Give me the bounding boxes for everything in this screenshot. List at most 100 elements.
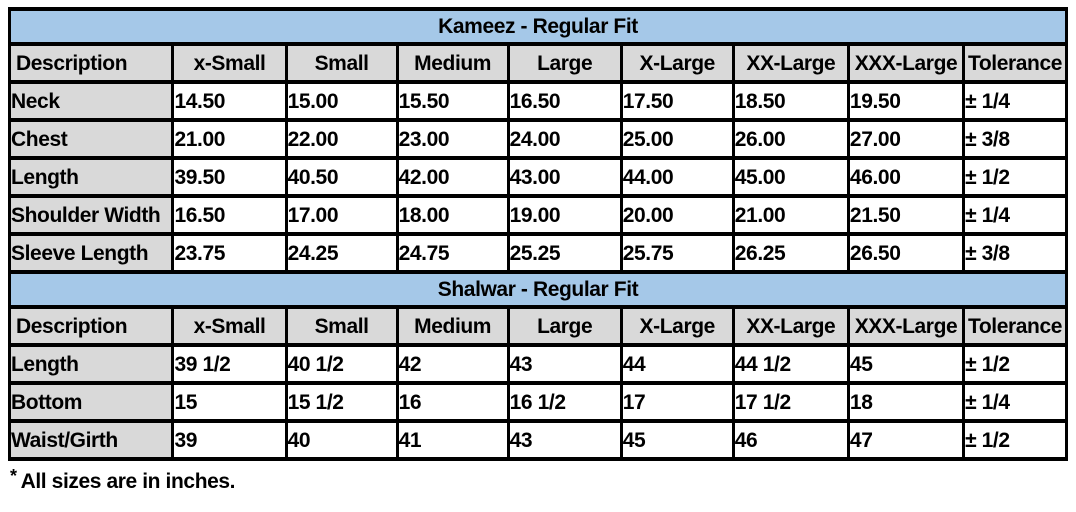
size-value-cell: 15.00 bbox=[284, 80, 399, 122]
table-row: Neck 14.50 15.00 15.50 16.50 17.50 18.50 19.50 ±… bbox=[7, 80, 1068, 122]
size-value-cell: 39 bbox=[171, 419, 288, 461]
size-value-cell: 27.00 bbox=[846, 118, 966, 160]
size-value-cell: 21.00 bbox=[731, 194, 850, 236]
footnote-text: All sizes are in inches. bbox=[20, 470, 236, 493]
size-value-cell: 26.25 bbox=[731, 232, 850, 274]
footnote: * All sizes are in inches. bbox=[10, 466, 1068, 494]
size-value-cell: 42 bbox=[395, 343, 510, 385]
section-title-row: Kameez - Regular Fit bbox=[8, 7, 1068, 46]
row-label-shoulder-width: Shoulder Width bbox=[7, 194, 175, 236]
table-row: Length 39 1/2 40 1/2 42 43 44 44 1/2 45 ± 1/2 bbox=[7, 343, 1068, 385]
size-value-cell: 39.50 bbox=[171, 156, 288, 198]
column-header-x-large: X-Large bbox=[619, 305, 735, 347]
tolerance-cell: ± 1/4 bbox=[962, 80, 1068, 122]
size-value-cell: 46 bbox=[731, 419, 850, 461]
column-header-large: Large bbox=[506, 305, 623, 347]
size-value-cell: 25.75 bbox=[619, 232, 735, 274]
size-value-cell: 24.00 bbox=[506, 118, 623, 160]
column-header-xxx-large: XXX-Large bbox=[846, 305, 966, 347]
size-value-cell: 15 1/2 bbox=[284, 381, 399, 423]
size-value-cell: 46.00 bbox=[846, 156, 966, 198]
size-value-cell: 22.00 bbox=[284, 118, 399, 160]
tolerance-cell: ± 3/8 bbox=[962, 118, 1068, 160]
column-header-medium: Medium bbox=[395, 305, 510, 347]
column-header-medium: Medium bbox=[395, 42, 510, 84]
size-value-cell: 23.75 bbox=[171, 232, 288, 274]
size-value-cell: 19.50 bbox=[846, 80, 966, 122]
size-value-cell: 23.00 bbox=[395, 118, 510, 160]
size-value-cell: 17 1/2 bbox=[731, 381, 850, 423]
row-label-length: Length bbox=[7, 156, 175, 198]
column-header-x-small: x-Small bbox=[171, 42, 288, 84]
size-value-cell: 21.50 bbox=[846, 194, 966, 236]
size-value-cell: 24.75 bbox=[395, 232, 510, 274]
row-label-bottom: Bottom bbox=[7, 381, 175, 423]
size-value-cell: 44 1/2 bbox=[731, 343, 850, 385]
size-value-cell: 40 bbox=[284, 419, 399, 461]
size-value-cell: 16.50 bbox=[506, 80, 623, 122]
row-label-length: Length bbox=[7, 343, 175, 385]
size-value-cell: 15.50 bbox=[395, 80, 510, 122]
row-label-chest: Chest bbox=[7, 118, 175, 160]
size-value-cell: 17.00 bbox=[284, 194, 399, 236]
row-label-sleeve-length: Sleeve Length bbox=[7, 232, 175, 274]
size-value-cell: 44.00 bbox=[619, 156, 735, 198]
tolerance-cell: ± 1/4 bbox=[962, 381, 1068, 423]
table-row: Length 39.50 40.50 42.00 43.00 44.00 45.00 46.0… bbox=[7, 156, 1068, 198]
footnote-asterisk: * bbox=[10, 466, 17, 486]
size-value-cell: 40.50 bbox=[284, 156, 399, 198]
size-value-cell: 39 1/2 bbox=[171, 343, 288, 385]
column-header-tolerance: Tolerance bbox=[962, 42, 1068, 84]
section-title-shalwar: Shalwar - Regular Fit bbox=[8, 270, 1068, 309]
size-value-cell: 17 bbox=[619, 381, 735, 423]
size-value-cell: 47 bbox=[846, 419, 966, 461]
table-row: Chest 21.00 22.00 23.00 24.00 25.00 26.00 27.00… bbox=[7, 118, 1068, 160]
size-value-cell: 26.00 bbox=[731, 118, 850, 160]
size-chart-body: Kameez - Regular Fit Description x-Small Sm… bbox=[7, 7, 1068, 461]
size-value-cell: 45 bbox=[619, 419, 735, 461]
column-header-x-large: X-Large bbox=[619, 42, 735, 84]
size-value-cell: 40 1/2 bbox=[284, 343, 399, 385]
column-header-xx-large: XX-Large bbox=[731, 305, 850, 347]
table-row: Bottom 15 15 1/2 16 16 1/2 17 17 1/2 18 ± 1/4 bbox=[7, 381, 1068, 423]
row-label-waist-girth: Waist/Girth bbox=[7, 419, 175, 461]
column-header-small: Small bbox=[284, 305, 399, 347]
column-header-description: Description bbox=[7, 42, 175, 84]
column-header-x-small: x-Small bbox=[171, 305, 288, 347]
tolerance-cell: ± 1/2 bbox=[962, 343, 1068, 385]
size-chart-table: Kameez - Regular Fit Description x-Small Sm… bbox=[7, 7, 1068, 461]
column-header-xx-large: XX-Large bbox=[731, 42, 850, 84]
size-value-cell: 25.00 bbox=[619, 118, 735, 160]
size-value-cell: 43 bbox=[506, 343, 623, 385]
size-value-cell: 42.00 bbox=[395, 156, 510, 198]
size-value-cell: 21.00 bbox=[171, 118, 288, 160]
size-value-cell: 44 bbox=[619, 343, 735, 385]
section-title-kameez: Kameez - Regular Fit bbox=[8, 7, 1068, 46]
size-value-cell: 43.00 bbox=[506, 156, 623, 198]
size-value-cell: 16 bbox=[395, 381, 510, 423]
column-header-small: Small bbox=[284, 42, 399, 84]
size-value-cell: 18 bbox=[846, 381, 966, 423]
table-row: Sleeve Length 23.75 24.25 24.75 25.25 25.75 26… bbox=[7, 232, 1068, 274]
column-header-row: Description x-Small Small Medium Large X-Larg… bbox=[7, 305, 1068, 347]
size-value-cell: 20.00 bbox=[619, 194, 735, 236]
size-value-cell: 43 bbox=[506, 419, 623, 461]
size-value-cell: 18.00 bbox=[395, 194, 510, 236]
size-value-cell: 45.00 bbox=[731, 156, 850, 198]
size-value-cell: 17.50 bbox=[619, 80, 735, 122]
size-value-cell: 14.50 bbox=[171, 80, 288, 122]
column-header-description: Description bbox=[7, 305, 175, 347]
size-value-cell: 26.50 bbox=[846, 232, 966, 274]
size-value-cell: 15 bbox=[171, 381, 288, 423]
column-header-row: Description x-Small Small Medium Large X-Larg… bbox=[7, 42, 1068, 84]
tolerance-cell: ± 1/4 bbox=[962, 194, 1068, 236]
size-value-cell: 24.25 bbox=[284, 232, 399, 274]
section-title-row: Shalwar - Regular Fit bbox=[8, 270, 1068, 309]
tolerance-cell: ± 3/8 bbox=[962, 232, 1068, 274]
column-header-xxx-large: XXX-Large bbox=[846, 42, 966, 84]
size-value-cell: 18.50 bbox=[731, 80, 850, 122]
size-value-cell: 25.25 bbox=[506, 232, 623, 274]
size-value-cell: 45 bbox=[846, 343, 966, 385]
table-row: Shoulder Width 16.50 17.00 18.00 19.00 20.00 2… bbox=[7, 194, 1068, 236]
